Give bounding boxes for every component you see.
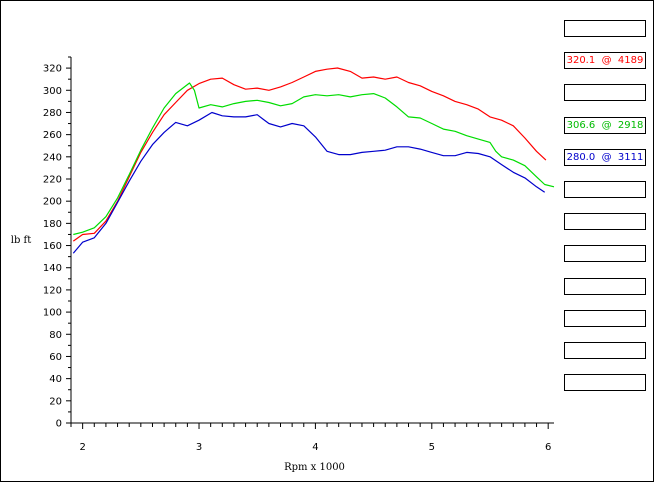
y-tick-label: 20 — [49, 396, 62, 407]
y-tick-label: 180 — [43, 219, 62, 230]
y-tick-label: 160 — [43, 241, 62, 252]
series-line-1 — [72, 67, 547, 242]
y-tick-label: 240 — [43, 152, 62, 163]
y-tick-label: 0 — [56, 419, 62, 430]
series-line-2 — [73, 82, 555, 236]
y-tick-label: 220 — [43, 175, 62, 186]
y-tick-label: 60 — [49, 352, 62, 363]
y-tick-label: 320 — [43, 64, 62, 75]
y-tick-label: 300 — [43, 86, 62, 97]
legend-slot — [564, 277, 646, 295]
y-tick-label: 260 — [43, 130, 62, 141]
series-layer — [72, 67, 555, 254]
x-tick-label: 3 — [196, 442, 202, 453]
x-tick-label: 2 — [79, 442, 85, 453]
legend-slot — [564, 213, 646, 231]
legend-slot — [564, 374, 646, 392]
y-tick-label: 200 — [43, 197, 62, 208]
legend-slot: 306.6 @ 2918 — [564, 116, 646, 134]
y-tick-label: 140 — [43, 263, 62, 274]
x-tick-label: 5 — [429, 442, 435, 453]
legend-slot — [564, 342, 646, 359]
chart-axes: 0 20 40 60 80 100 120 140 160 180 200 220 240 260 280 3… — [43, 56, 554, 453]
y-tick-label: 100 — [43, 308, 62, 319]
y-tick-label: 280 — [43, 108, 62, 119]
legend-slot — [564, 84, 646, 102]
y-tick-label: 120 — [43, 285, 62, 296]
x-tick-label: 4 — [312, 442, 318, 453]
series-line-3 — [72, 111, 546, 254]
legend-slot: 320.1 @ 4189 — [564, 52, 646, 70]
legend-slot — [564, 181, 646, 198]
x-axis-label: Rpm x 1000 — [284, 462, 345, 473]
y-tick-label: 40 — [49, 374, 62, 385]
y-tick-label: 80 — [49, 330, 62, 341]
legend-slot — [564, 245, 646, 263]
legend-slot — [564, 309, 646, 327]
legend-slot: 280.0 @ 3111 — [564, 148, 646, 166]
y-axis-label: lb ft — [11, 235, 32, 246]
legend-slot — [564, 20, 646, 37]
x-tick-label: 6 — [545, 442, 551, 453]
